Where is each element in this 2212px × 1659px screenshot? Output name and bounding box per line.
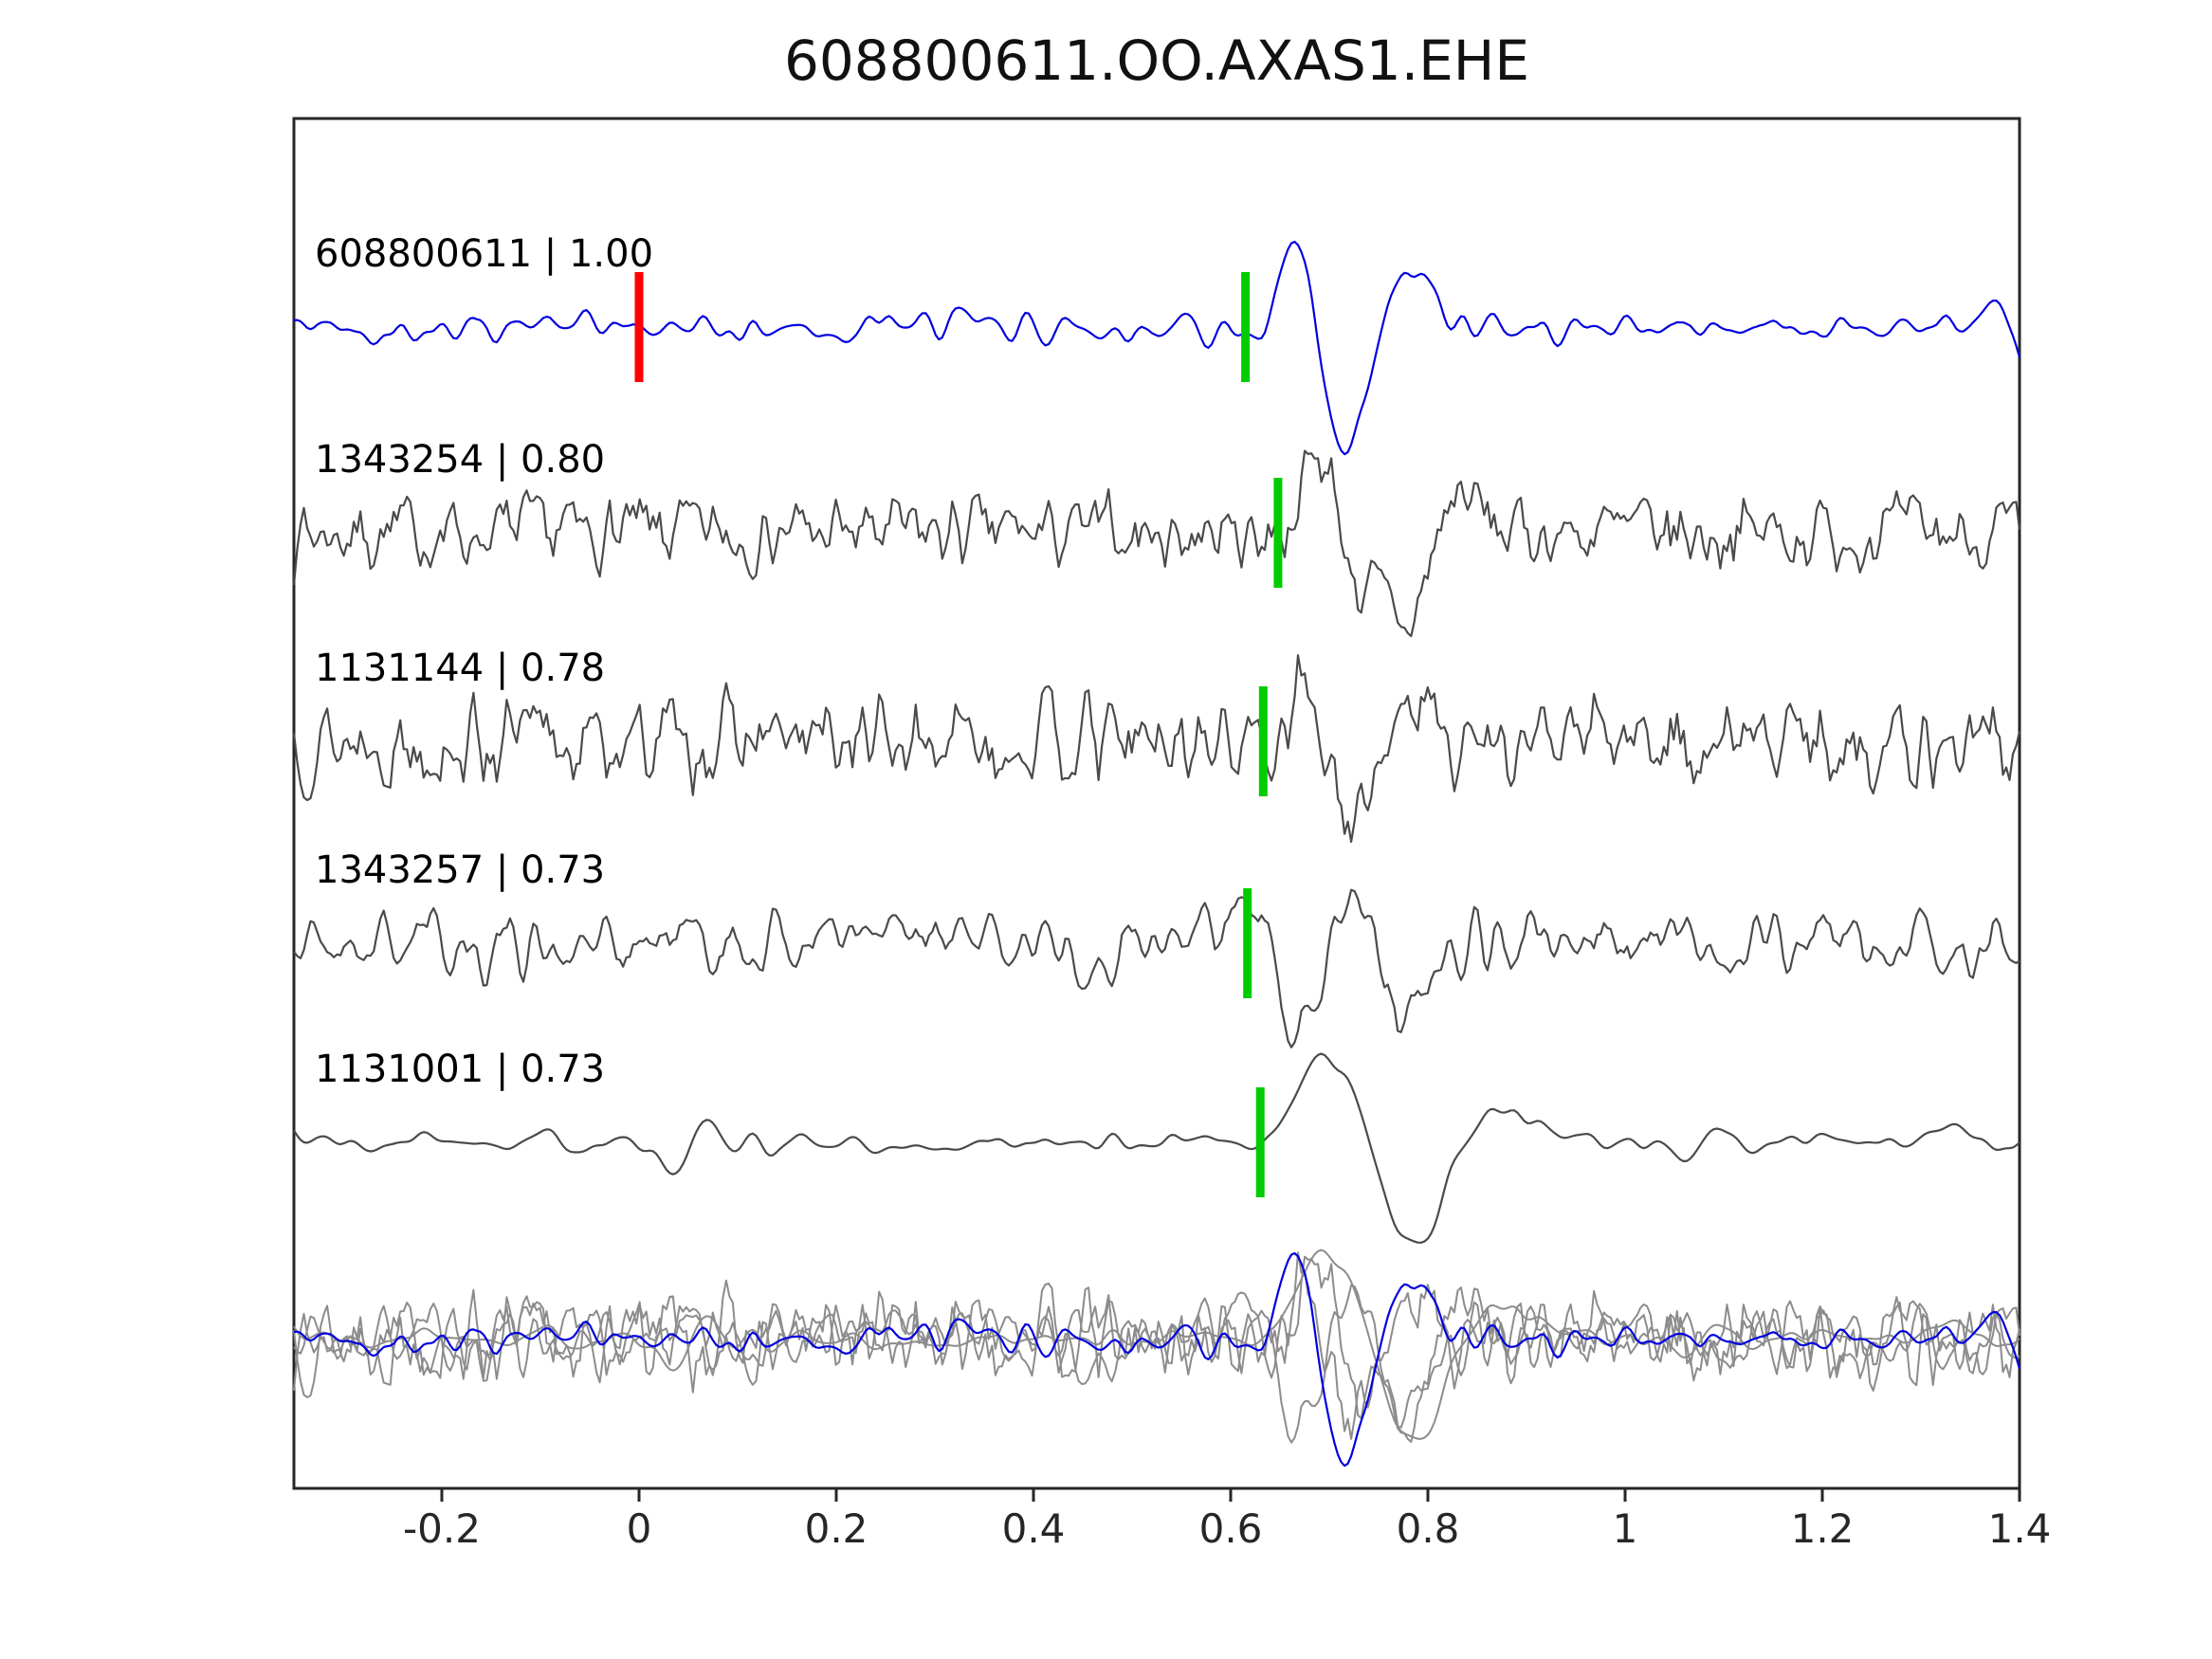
x-tick-label: 0.8 (1396, 1505, 1460, 1552)
x-tick-label: 0.4 (1001, 1505, 1066, 1552)
trace-label-match-1: 1343254 | 0.80 (315, 438, 606, 482)
x-tick-label: 1.2 (1790, 1505, 1855, 1552)
x-tick-label: -0.2 (403, 1505, 481, 1552)
x-tick-label: 0.6 (1198, 1505, 1263, 1552)
trace-1131144 (292, 654, 2021, 844)
trace-608800611 (293, 240, 2021, 456)
trace-1131001 (293, 1052, 2020, 1244)
plot-border (292, 117, 2021, 1490)
trace-1343257 (293, 888, 2020, 1048)
trace-label-reference: 608800611 | 1.00 (315, 232, 654, 276)
overlay-trace-1131001 (293, 1249, 2020, 1440)
overlay-trace-1343254 (293, 1255, 2020, 1443)
x-tick-label: 1 (1612, 1505, 1638, 1552)
plot-title: 608800611.OO.AXAS1.EHE (783, 28, 1530, 93)
x-tick-label: 1.4 (1987, 1505, 2052, 1552)
trace-label-match-3: 1343257 | 0.73 (315, 848, 606, 892)
overlay-trace-1343257 (293, 1284, 2020, 1444)
trace-label-match-4: 1131001 | 0.73 (315, 1048, 606, 1091)
trace-label-match-2: 1131144 | 0.78 (315, 647, 606, 690)
x-tick-label: 0.2 (804, 1505, 868, 1552)
overlay-trace-reference (293, 1251, 2021, 1468)
x-tick-label: 0 (626, 1505, 652, 1552)
trace-1343254 (292, 449, 2021, 638)
